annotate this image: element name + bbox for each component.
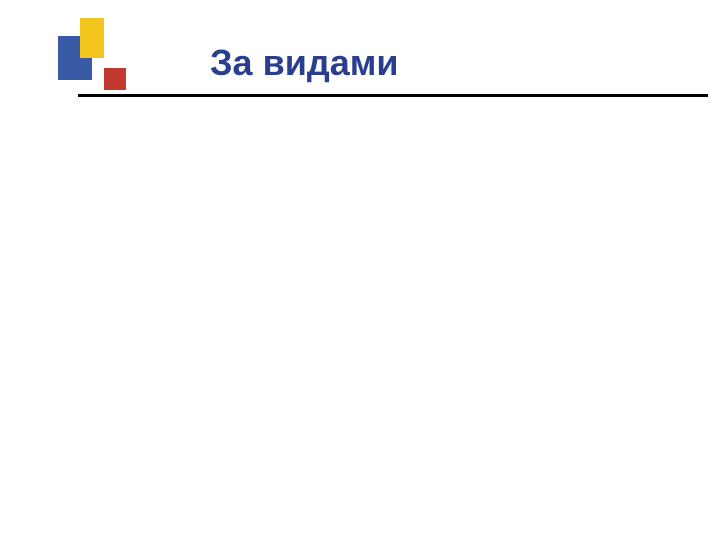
- corner-deco-yellow: [80, 18, 104, 58]
- page-title-text: За видами: [210, 42, 398, 83]
- title-underline: [78, 94, 708, 97]
- page-title: За видами: [210, 42, 398, 84]
- slide-root: За видами: [0, 0, 720, 540]
- corner-deco-red: [104, 68, 126, 90]
